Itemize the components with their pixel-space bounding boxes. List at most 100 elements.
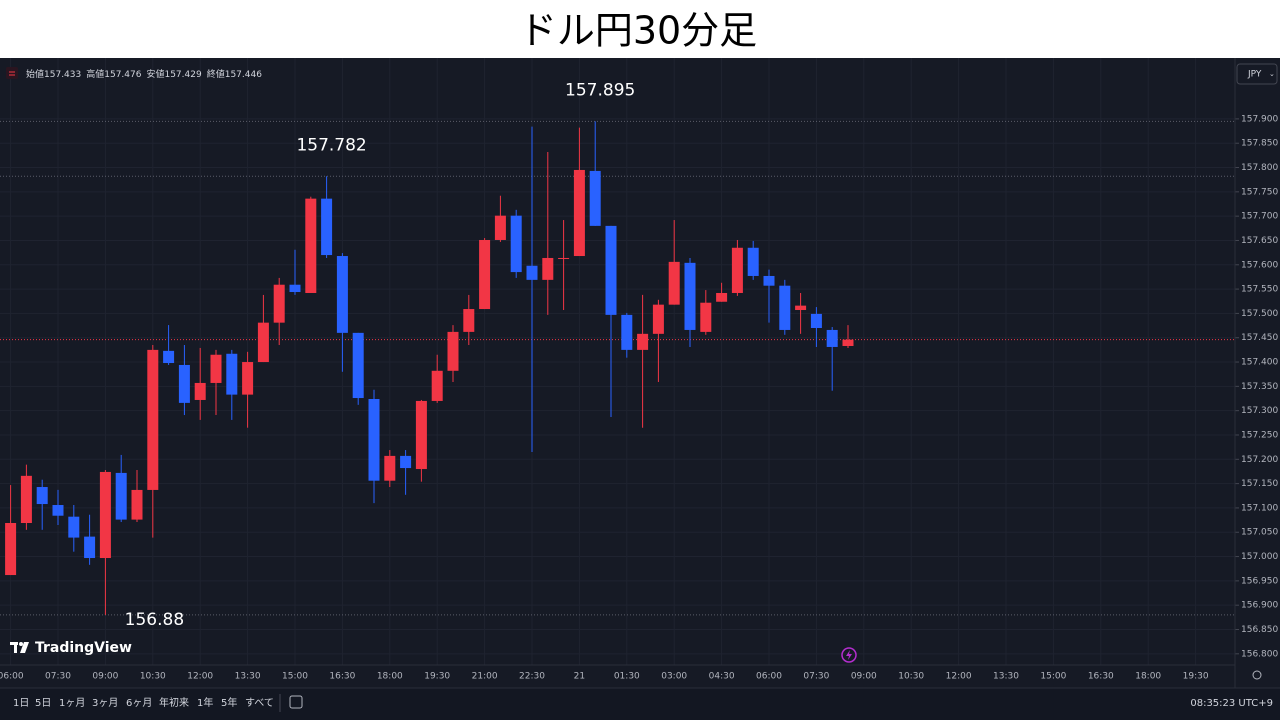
legend-label: 始値 bbox=[26, 68, 44, 80]
candle-body bbox=[810, 313, 822, 329]
candle-body bbox=[463, 309, 475, 332]
candle-body bbox=[731, 247, 743, 293]
candle-body bbox=[747, 247, 759, 276]
candle-body bbox=[447, 331, 459, 371]
candle-body bbox=[605, 225, 617, 315]
candle-body bbox=[795, 305, 807, 311]
candle-body bbox=[147, 349, 159, 490]
x-tick-label: 04:30 bbox=[709, 672, 735, 682]
candle-body bbox=[368, 398, 380, 481]
x-tick-label: 07:30 bbox=[803, 672, 829, 682]
currency-label: JPY bbox=[1247, 70, 1262, 80]
legend-value: 157.446 bbox=[225, 70, 262, 80]
candle-body bbox=[589, 170, 601, 226]
candle-body bbox=[558, 257, 570, 259]
range-button[interactable]: すべて bbox=[245, 697, 274, 709]
symbol-icon bbox=[6, 67, 18, 79]
y-tick-label: 157.500 bbox=[1241, 309, 1278, 319]
x-tick-label: 07:30 bbox=[45, 672, 71, 682]
y-tick-label: 157.250 bbox=[1241, 430, 1278, 440]
range-button[interactable]: 3ヶ月 bbox=[92, 697, 118, 709]
brand-name: TradingView bbox=[35, 640, 132, 656]
candle-body bbox=[163, 350, 175, 364]
alert-bolt bbox=[846, 650, 852, 660]
candle-body bbox=[826, 329, 838, 347]
x-tick-label: 15:00 bbox=[1040, 672, 1066, 682]
candle-body bbox=[415, 400, 427, 470]
candle-body bbox=[668, 261, 680, 305]
candle-body bbox=[289, 284, 301, 293]
y-tick-label: 157.850 bbox=[1241, 139, 1278, 149]
settings-icon[interactable] bbox=[1252, 670, 1262, 680]
x-tick-label: 01:30 bbox=[614, 672, 640, 682]
x-tick-label: 06:00 bbox=[756, 672, 782, 682]
candle-body bbox=[194, 382, 206, 400]
y-tick-label: 157.800 bbox=[1241, 163, 1278, 173]
y-tick-label: 157.750 bbox=[1241, 187, 1278, 197]
range-button[interactable]: 6ヶ月 bbox=[126, 697, 152, 709]
x-tick-label: 09:00 bbox=[851, 672, 877, 682]
x-tick-label: 19:30 bbox=[424, 672, 450, 682]
candle-body bbox=[684, 262, 696, 330]
range-button[interactable]: 1日 bbox=[13, 698, 29, 709]
candle-body bbox=[700, 302, 712, 332]
dropdown-arrow: ⌄ bbox=[1269, 70, 1275, 78]
candle-body bbox=[321, 198, 333, 256]
y-tick-label: 157.450 bbox=[1241, 333, 1278, 343]
candle-body bbox=[526, 265, 538, 280]
legend-value: 157.433 bbox=[44, 70, 81, 80]
candle-body bbox=[336, 256, 348, 333]
y-tick-label: 157.350 bbox=[1241, 382, 1278, 392]
currency-button[interactable] bbox=[1236, 63, 1278, 85]
y-tick-label: 156.850 bbox=[1241, 625, 1278, 635]
candle-body bbox=[716, 292, 728, 302]
x-tick-label: 21:00 bbox=[472, 672, 498, 682]
y-tick-label: 157.550 bbox=[1241, 285, 1278, 295]
candle-body bbox=[779, 285, 791, 330]
x-tick-label: 06:00 bbox=[0, 672, 24, 682]
candle-body bbox=[510, 215, 522, 273]
candle-body bbox=[621, 314, 633, 350]
candle-body bbox=[479, 239, 491, 310]
candle-body bbox=[573, 169, 585, 257]
y-tick-label: 157.150 bbox=[1241, 479, 1278, 489]
candle-body bbox=[178, 364, 190, 403]
y-tick-label: 157.600 bbox=[1241, 260, 1278, 270]
x-tick-label: 09:00 bbox=[92, 672, 118, 682]
candle-body bbox=[637, 333, 649, 350]
date-range-icon[interactable] bbox=[289, 695, 303, 709]
candle-body bbox=[52, 505, 64, 516]
ohlc-legend: 始値157.433 高値157.476 安値157.429 終値157.446 bbox=[26, 68, 262, 80]
x-tick-label: 03:00 bbox=[661, 672, 687, 682]
x-tick-label: 22:30 bbox=[519, 672, 545, 682]
x-tick-label: 10:30 bbox=[140, 672, 166, 682]
legend-label: 高値 bbox=[86, 68, 104, 80]
y-tick-label: 157.400 bbox=[1241, 358, 1278, 368]
x-tick-label: 21 bbox=[574, 672, 585, 682]
y-tick-label: 157.300 bbox=[1241, 406, 1278, 416]
range-button[interactable]: 年初来 bbox=[159, 696, 189, 709]
legend-value: 157.476 bbox=[104, 70, 141, 80]
candle-body bbox=[842, 339, 854, 346]
x-tick-label: 13:30 bbox=[993, 672, 1019, 682]
x-tick-label: 12:00 bbox=[946, 672, 972, 682]
range-button[interactable]: 5年 bbox=[221, 696, 237, 709]
range-button[interactable]: 1年 bbox=[197, 696, 213, 709]
x-tick-label: 16:30 bbox=[329, 672, 355, 682]
alert-icon[interactable] bbox=[841, 647, 857, 663]
logo-part bbox=[20, 642, 29, 653]
candle-body bbox=[68, 516, 80, 538]
candle-body bbox=[273, 284, 285, 323]
y-tick-label: 157.200 bbox=[1241, 455, 1278, 465]
range-button[interactable]: 5日 bbox=[35, 698, 51, 709]
legend-value: 157.429 bbox=[164, 70, 201, 80]
page-title: ドル円30分足 bbox=[519, 9, 757, 53]
candle-body bbox=[652, 304, 664, 334]
brand-logo bbox=[10, 642, 29, 653]
range-button[interactable]: 1ヶ月 bbox=[59, 697, 85, 709]
y-tick-label: 157.700 bbox=[1241, 212, 1278, 222]
candle-body bbox=[431, 370, 443, 401]
candle-body bbox=[352, 332, 364, 399]
candle-body bbox=[84, 536, 96, 559]
